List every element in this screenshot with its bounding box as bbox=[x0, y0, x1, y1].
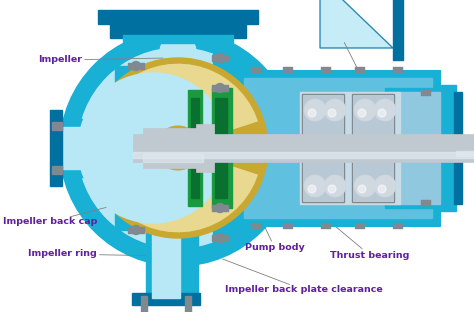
Circle shape bbox=[88, 58, 268, 238]
Circle shape bbox=[378, 185, 386, 193]
Text: Inlet: Inlet bbox=[55, 154, 113, 164]
Bar bbox=[212, 235, 228, 241]
Circle shape bbox=[354, 175, 376, 197]
Bar bbox=[321, 67, 331, 73]
Text: Impeller: Impeller bbox=[38, 56, 163, 65]
Bar bbox=[352, 94, 394, 202]
Bar bbox=[60, 127, 130, 169]
Bar bbox=[50, 110, 62, 186]
Circle shape bbox=[358, 185, 366, 193]
Text: Impeller ring: Impeller ring bbox=[28, 250, 163, 259]
Bar bbox=[143, 128, 203, 168]
Bar bbox=[421, 200, 431, 206]
Bar bbox=[212, 85, 228, 91]
Bar bbox=[133, 152, 474, 158]
Circle shape bbox=[374, 175, 396, 197]
Bar bbox=[454, 92, 462, 204]
Circle shape bbox=[60, 30, 296, 266]
Bar bbox=[456, 151, 474, 156]
Bar bbox=[283, 67, 293, 73]
Circle shape bbox=[358, 109, 366, 117]
Text: Bearing gland: Bearing gland bbox=[368, 194, 443, 212]
Bar bbox=[421, 90, 431, 96]
Text: Impeller back plate clearance: Impeller back plate clearance bbox=[223, 259, 383, 295]
Bar bbox=[212, 55, 228, 61]
Bar bbox=[146, 218, 198, 298]
Bar bbox=[321, 223, 331, 229]
Bar bbox=[191, 98, 199, 198]
Circle shape bbox=[308, 185, 316, 193]
Bar bbox=[60, 119, 130, 177]
Bar bbox=[393, 223, 403, 229]
Bar bbox=[354, 96, 392, 200]
Circle shape bbox=[131, 61, 141, 71]
Bar bbox=[355, 67, 365, 73]
Bar bbox=[128, 227, 144, 233]
Polygon shape bbox=[102, 159, 259, 233]
Bar bbox=[393, 67, 403, 73]
Bar bbox=[240, 70, 440, 226]
Bar bbox=[123, 35, 233, 43]
Bar bbox=[212, 205, 228, 211]
Circle shape bbox=[308, 109, 316, 117]
Text: Axis: Axis bbox=[255, 160, 286, 179]
Circle shape bbox=[131, 225, 141, 235]
Bar bbox=[251, 67, 261, 73]
Bar bbox=[300, 92, 400, 204]
Bar bbox=[52, 122, 62, 130]
Bar bbox=[456, 138, 474, 158]
Circle shape bbox=[164, 134, 192, 162]
Circle shape bbox=[374, 99, 396, 121]
Bar bbox=[393, 0, 403, 60]
Bar bbox=[212, 88, 232, 208]
Bar bbox=[185, 296, 191, 312]
Circle shape bbox=[328, 109, 336, 117]
Bar bbox=[188, 90, 202, 206]
Bar bbox=[304, 96, 342, 200]
Bar bbox=[133, 134, 474, 162]
Circle shape bbox=[156, 126, 200, 170]
Circle shape bbox=[304, 175, 326, 197]
Circle shape bbox=[304, 99, 326, 121]
Circle shape bbox=[78, 73, 228, 223]
Bar bbox=[251, 223, 261, 229]
Bar bbox=[355, 223, 365, 229]
Circle shape bbox=[215, 203, 225, 213]
Bar bbox=[196, 124, 214, 172]
Circle shape bbox=[160, 34, 196, 70]
Bar bbox=[98, 10, 258, 24]
Circle shape bbox=[324, 99, 346, 121]
Bar bbox=[152, 218, 180, 298]
Bar bbox=[440, 85, 456, 211]
Bar bbox=[388, 92, 440, 204]
Bar bbox=[244, 78, 432, 218]
Text: Impeller back cap: Impeller back cap bbox=[3, 204, 120, 227]
Bar bbox=[132, 293, 200, 305]
Circle shape bbox=[215, 83, 225, 93]
Circle shape bbox=[215, 53, 225, 63]
Bar bbox=[141, 296, 147, 312]
Circle shape bbox=[215, 233, 225, 243]
Circle shape bbox=[354, 99, 376, 121]
Bar bbox=[302, 94, 344, 202]
Bar bbox=[385, 88, 440, 208]
Text: Thrust bearing: Thrust bearing bbox=[325, 218, 410, 260]
Bar bbox=[215, 98, 227, 198]
Bar bbox=[213, 53, 241, 243]
Circle shape bbox=[378, 109, 386, 117]
Bar bbox=[143, 154, 203, 162]
Bar bbox=[115, 66, 137, 230]
Bar bbox=[110, 22, 246, 38]
Circle shape bbox=[328, 185, 336, 193]
Circle shape bbox=[78, 48, 278, 248]
Bar bbox=[283, 223, 293, 229]
Circle shape bbox=[324, 175, 346, 197]
Polygon shape bbox=[102, 63, 259, 137]
Bar bbox=[128, 63, 144, 69]
Text: Machinery Seal: Machinery Seal bbox=[330, 42, 411, 100]
Polygon shape bbox=[320, 0, 393, 48]
Text: Pump body: Pump body bbox=[245, 216, 305, 252]
Bar bbox=[52, 166, 62, 174]
